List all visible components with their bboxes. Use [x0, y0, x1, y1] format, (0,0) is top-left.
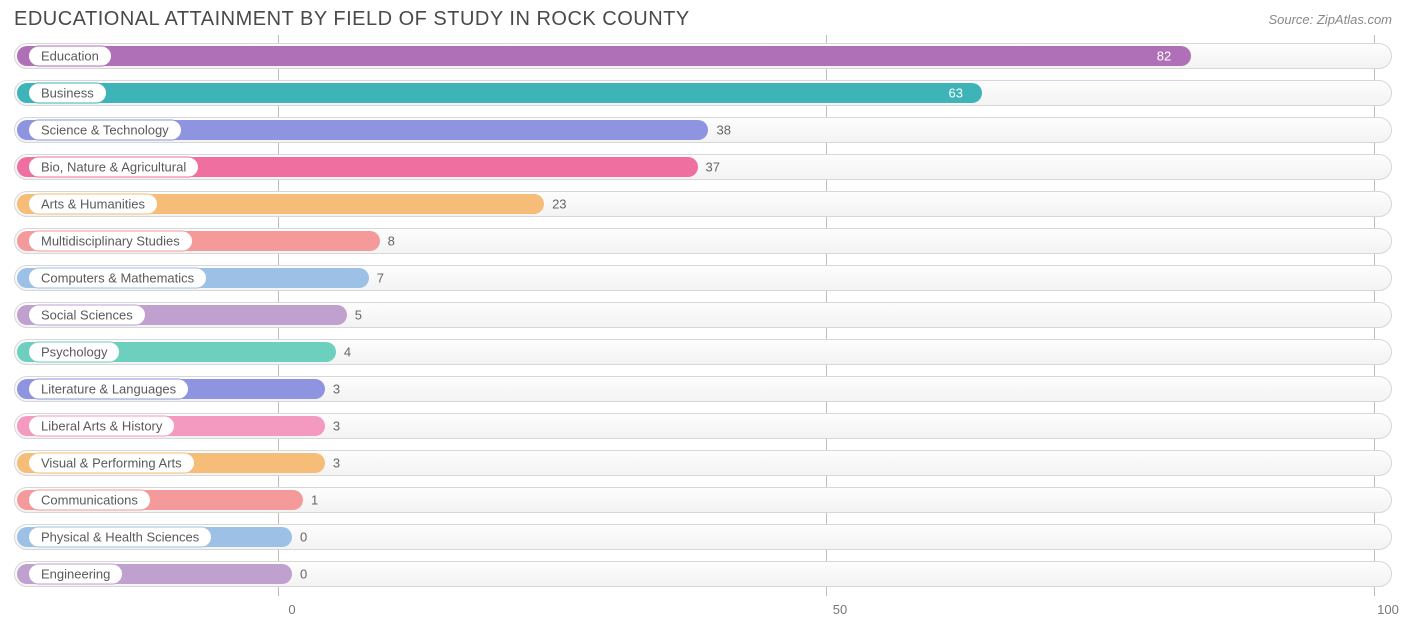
- value-label: 3: [333, 419, 340, 434]
- value-label: 63: [948, 86, 962, 101]
- category-label: Visual & Performing Arts: [28, 453, 195, 474]
- category-label: Physical & Health Sciences: [28, 527, 212, 548]
- chart-source: Source: ZipAtlas.com: [1268, 12, 1392, 27]
- x-tick-label: 100: [1377, 602, 1399, 617]
- bar-row: Engineering 0: [14, 559, 1392, 589]
- bar-row: Psychology 4: [14, 337, 1392, 367]
- bar-row: Communications 1: [14, 485, 1392, 515]
- bar-row: Education 82: [14, 41, 1392, 71]
- value-label: 37: [706, 160, 720, 175]
- value-label: 3: [333, 456, 340, 471]
- bar-row: Business 63: [14, 78, 1392, 108]
- category-label: Psychology: [28, 342, 120, 363]
- bar-row: Literature & Languages 3: [14, 374, 1392, 404]
- bar-fill: [17, 46, 1191, 66]
- value-label: 82: [1157, 49, 1171, 64]
- bar-row: Computers & Mathematics 7: [14, 263, 1392, 293]
- value-label: 3: [333, 382, 340, 397]
- bar-row: Physical & Health Sciences 0: [14, 522, 1392, 552]
- x-tick-label: 0: [288, 602, 295, 617]
- category-label: Computers & Mathematics: [28, 268, 207, 289]
- category-label: Bio, Nature & Agricultural: [28, 157, 199, 178]
- bar-fill: [17, 83, 982, 103]
- x-axis: 050100: [14, 596, 1392, 624]
- bar-row: Multidisciplinary Studies 8: [14, 226, 1392, 256]
- category-label: Education: [28, 46, 112, 67]
- bar-row: Liberal Arts & History 3: [14, 411, 1392, 441]
- category-label: Science & Technology: [28, 120, 182, 141]
- category-label: Engineering: [28, 564, 123, 585]
- value-label: 4: [344, 345, 351, 360]
- bar-container: Education 82 Business 63 Science & Technolog…: [14, 41, 1392, 589]
- value-label: 0: [300, 567, 307, 582]
- category-label: Communications: [28, 490, 151, 511]
- bar-row: Social Sciences 5: [14, 300, 1392, 330]
- category-label: Arts & Humanities: [28, 194, 158, 215]
- category-label: Multidisciplinary Studies: [28, 231, 193, 252]
- value-label: 23: [552, 197, 566, 212]
- value-label: 7: [377, 271, 384, 286]
- chart-title: EDUCATIONAL ATTAINMENT BY FIELD OF STUDY…: [14, 8, 690, 31]
- value-label: 0: [300, 530, 307, 545]
- value-label: 1: [311, 493, 318, 508]
- chart-area: Education 82 Business 63 Science & Technolog…: [0, 35, 1406, 624]
- x-tick-label: 50: [833, 602, 847, 617]
- bar-row: Visual & Performing Arts 3: [14, 448, 1392, 478]
- bar-row: Bio, Nature & Agricultural 37: [14, 152, 1392, 182]
- value-label: 5: [355, 308, 362, 323]
- value-label: 8: [388, 234, 395, 249]
- category-label: Liberal Arts & History: [28, 416, 175, 437]
- chart-header: EDUCATIONAL ATTAINMENT BY FIELD OF STUDY…: [0, 0, 1406, 35]
- bar-row: Arts & Humanities 23: [14, 189, 1392, 219]
- category-label: Literature & Languages: [28, 379, 189, 400]
- value-label: 38: [716, 123, 730, 138]
- bar-row: Science & Technology 38: [14, 115, 1392, 145]
- category-label: Business: [28, 83, 107, 104]
- category-label: Social Sciences: [28, 305, 146, 326]
